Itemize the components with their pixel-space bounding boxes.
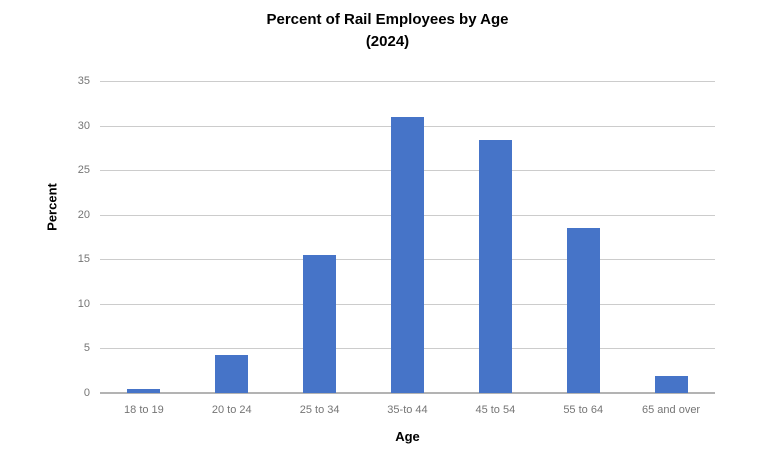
y-tick-label: 0 xyxy=(83,387,90,399)
x-category-label: 25 to 34 xyxy=(299,404,340,416)
y-tick-label: 35 xyxy=(77,75,90,87)
y-tick-label: 5 xyxy=(83,342,90,355)
x-axis-baseline xyxy=(100,392,715,394)
x-category-label: 18 to 19 xyxy=(124,404,164,416)
bar xyxy=(566,228,600,393)
x-category-label: 55 to 64 xyxy=(563,404,604,416)
chart-title: Percent of Rail Employees by Age xyxy=(266,11,509,28)
y-tick-label: 30 xyxy=(77,119,90,132)
chart-title-block: Percent of Rail Employees by Age (2024) xyxy=(0,9,775,53)
y-tick-label: 10 xyxy=(77,297,90,310)
y-tick-label: 15 xyxy=(77,253,90,266)
x-category-label: 45 to 54 xyxy=(475,404,516,416)
bar xyxy=(478,139,512,393)
x-category-label: 65 and over xyxy=(642,404,701,416)
y-axis-tick-labels: 0 5 10 15 20 25 30 35 xyxy=(0,75,90,399)
bar xyxy=(127,389,161,393)
bar xyxy=(215,354,249,393)
x-category-label: 20 to 24 xyxy=(211,404,252,416)
x-axis-title: Age xyxy=(395,429,420,444)
plot-area xyxy=(100,81,715,394)
x-axis-category-labels: 18 to 19 20 to 24 25 to 34 35-to 44 45 to 54… xyxy=(100,403,715,419)
bar xyxy=(391,116,424,393)
y-tick-label: 25 xyxy=(77,164,90,177)
bar xyxy=(303,254,337,393)
chart-subtitle: (2024) xyxy=(365,33,410,50)
y-tick-label: 20 xyxy=(77,208,90,221)
x-category-label: 35-to 44 xyxy=(387,404,428,416)
y-gridline xyxy=(100,81,715,82)
bar xyxy=(654,376,688,393)
